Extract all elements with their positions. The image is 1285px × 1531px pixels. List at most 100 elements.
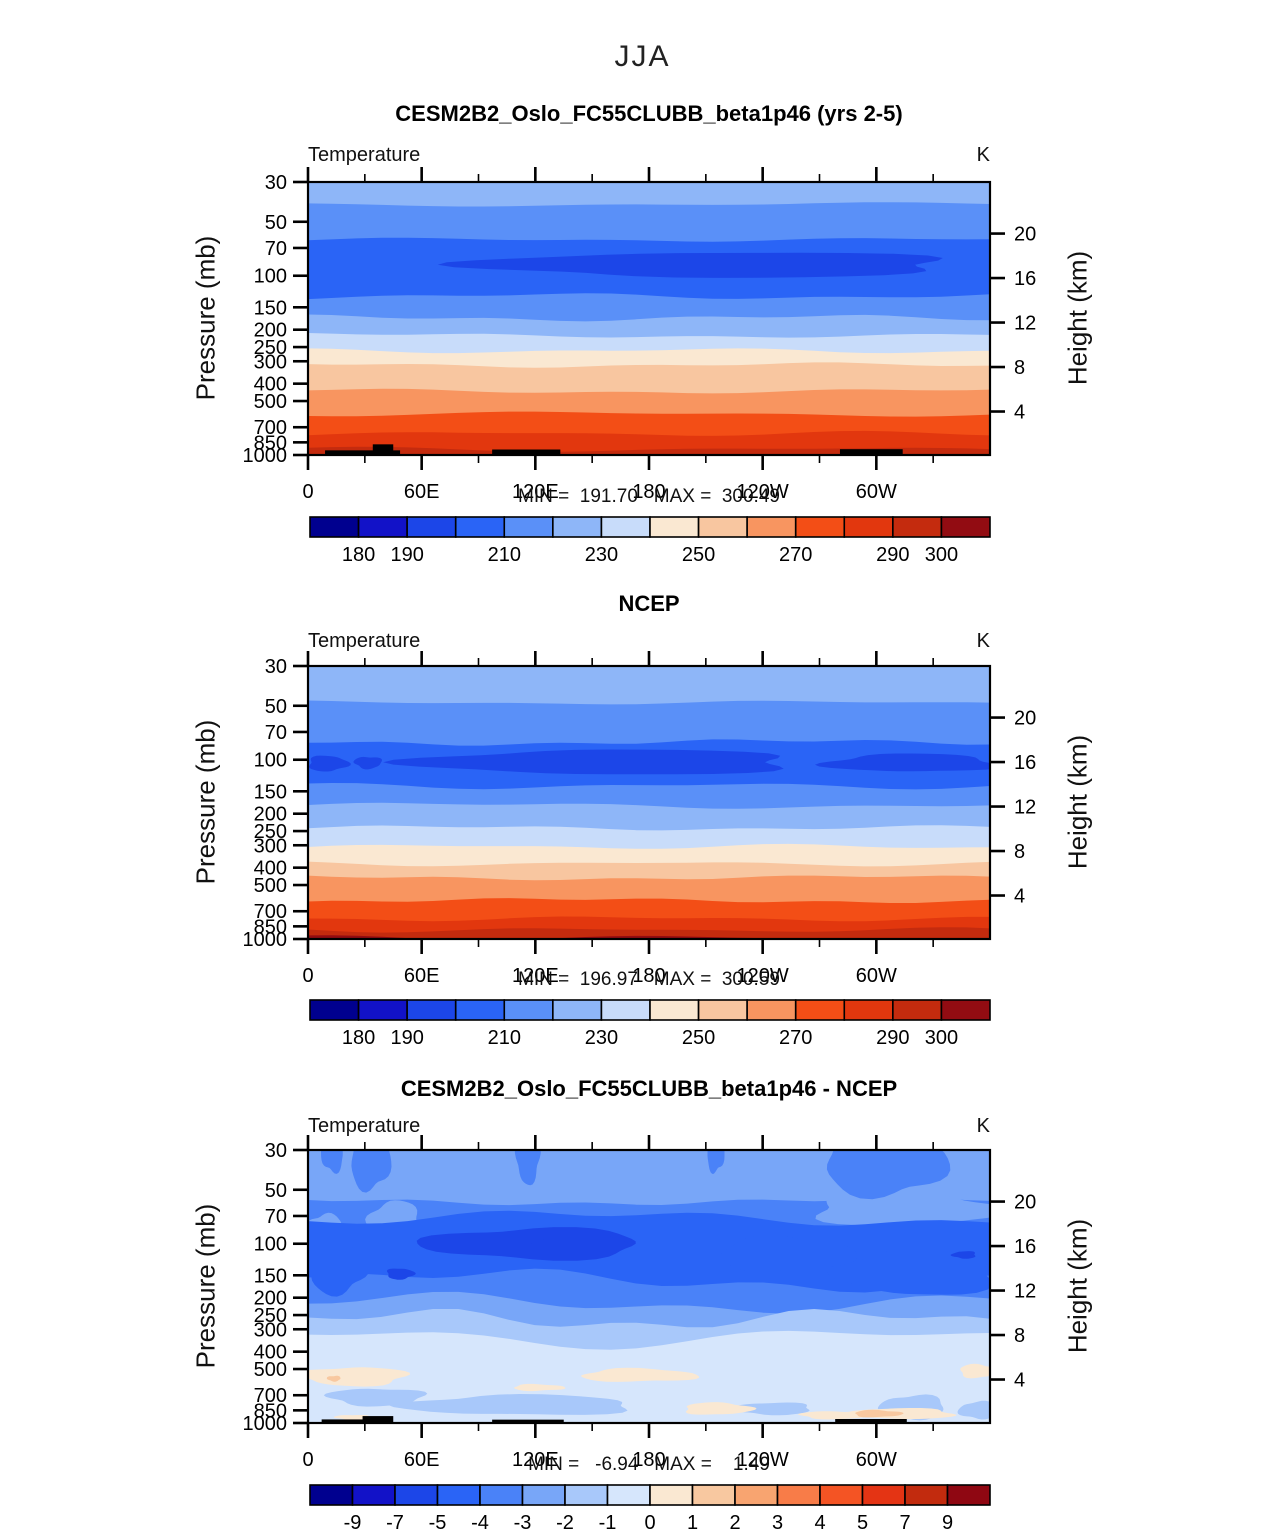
panel2-min-max-stats: MIN = 196.97 MAX = 300.59 [518,969,780,990]
svg-text:180: 180 [632,1449,665,1471]
svg-text:-9: -9 [344,1512,362,1531]
svg-text:300: 300 [925,1027,958,1049]
svg-text:4: 4 [1014,402,1025,424]
svg-text:120W: 120W [737,1449,789,1471]
svg-text:0: 0 [302,965,313,987]
panel2-pressure-axis-label: Pressure (mb) [190,719,221,885]
svg-text:700: 700 [254,1385,287,1407]
svg-text:30: 30 [265,172,287,194]
svg-text:100: 100 [254,1234,287,1256]
svg-text:0: 0 [302,1449,313,1471]
svg-text:100: 100 [254,266,287,288]
svg-text:30: 30 [265,1140,287,1162]
svg-text:850: 850 [254,1400,287,1422]
svg-text:230: 230 [585,544,618,566]
svg-text:9: 9 [942,1512,953,1531]
svg-text:1000: 1000 [243,445,288,467]
svg-text:2: 2 [729,1512,740,1531]
svg-text:290: 290 [876,544,909,566]
panel1-colorbar: 180 190 210 230 250 270 290 300 [309,516,991,566]
svg-text:270: 270 [779,1027,812,1049]
svg-text:150: 150 [254,781,287,803]
panel1-plot-area [308,182,990,455]
svg-text:190: 190 [390,544,423,566]
svg-text:5: 5 [857,1512,868,1531]
svg-text:700: 700 [254,901,287,923]
svg-text:8: 8 [1014,1325,1025,1347]
svg-text:120E: 120E [512,965,559,987]
svg-text:120E: 120E [512,481,559,503]
panel2-field-label: Temperature [308,630,421,652]
svg-text:180: 180 [632,481,665,503]
svg-text:30: 30 [265,656,287,678]
svg-text:230: 230 [585,1027,618,1049]
svg-text:20: 20 [1014,1192,1036,1214]
panel1-height-axis-label: Height (km) [1062,250,1093,386]
svg-text:4: 4 [1014,1370,1025,1392]
svg-text:250: 250 [682,544,715,566]
svg-text:250: 250 [254,337,287,359]
panel3-units-label: K [976,1115,990,1137]
svg-text:200: 200 [254,320,287,342]
svg-text:210: 210 [488,1027,521,1049]
svg-text:50: 50 [265,1180,287,1202]
svg-text:300: 300 [254,351,287,373]
svg-text:50: 50 [265,696,287,718]
svg-text:1: 1 [687,1512,698,1531]
svg-text:16: 16 [1014,1236,1036,1258]
svg-text:60E: 60E [404,481,440,503]
svg-text:400: 400 [254,374,287,396]
svg-text:250: 250 [682,1027,715,1049]
svg-text:12: 12 [1014,1281,1036,1303]
svg-text:700: 700 [254,417,287,439]
svg-text:60E: 60E [404,965,440,987]
svg-text:300: 300 [254,1319,287,1341]
svg-text:500: 500 [254,875,287,897]
svg-text:4: 4 [814,1512,825,1531]
svg-text:-1: -1 [599,1512,617,1531]
panel3-field-label: Temperature [308,1115,421,1137]
svg-text:400: 400 [254,1342,287,1364]
svg-text:12: 12 [1014,313,1036,335]
panel2-height-axis-label: Height (km) [1062,734,1093,870]
svg-text:70: 70 [265,722,287,744]
svg-text:250: 250 [254,1305,287,1327]
svg-text:180: 180 [342,544,375,566]
svg-text:8: 8 [1014,841,1025,863]
svg-text:850: 850 [254,432,287,454]
svg-text:270: 270 [779,544,812,566]
svg-text:250: 250 [254,821,287,843]
svg-text:7: 7 [899,1512,910,1531]
svg-text:210: 210 [488,544,521,566]
svg-text:-7: -7 [386,1512,404,1531]
svg-text:180: 180 [632,965,665,987]
panel3-pressure-axis-label: Pressure (mb) [190,1203,221,1369]
svg-text:70: 70 [265,238,287,260]
panel1-field-label: Temperature [308,144,421,166]
svg-text:-3: -3 [514,1512,532,1531]
panel3-colorbar: -9 -7 -5 -4 -3 -2 -1 0 1 2 3 4 5 7 9 [309,1484,991,1531]
panel1-units-label: K [976,144,990,166]
svg-text:200: 200 [254,804,287,826]
figure-title: JJA [614,40,671,73]
svg-text:60E: 60E [404,1449,440,1471]
svg-text:1000: 1000 [243,929,288,951]
panel2-units-label: K [976,630,990,652]
svg-text:500: 500 [254,391,287,413]
svg-text:290: 290 [876,1027,909,1049]
svg-text:150: 150 [254,297,287,319]
svg-text:-5: -5 [429,1512,447,1531]
svg-text:16: 16 [1014,268,1036,290]
svg-text:1000: 1000 [243,1413,288,1435]
svg-text:100: 100 [254,750,287,772]
panel3-plot-area [308,1150,990,1423]
svg-text:0: 0 [302,481,313,503]
panel3-title: CESM2B2_Oslo_FC55CLUBB_beta1p46 - NCEP [400,1076,898,1101]
svg-text:400: 400 [254,858,287,880]
svg-text:0: 0 [644,1512,655,1531]
svg-text:8: 8 [1014,357,1025,379]
svg-text:120W: 120W [737,965,789,987]
svg-text:-2: -2 [556,1512,574,1531]
svg-text:20: 20 [1014,708,1036,730]
